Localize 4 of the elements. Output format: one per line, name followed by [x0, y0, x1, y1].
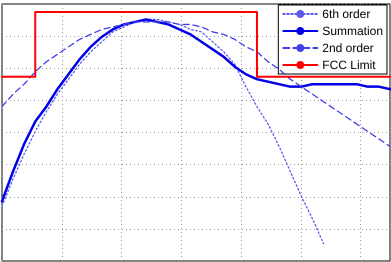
- legend-label: FCC Limit: [322, 58, 376, 72]
- legend-label: 2nd order: [322, 41, 374, 55]
- legend-label: 6th order: [322, 7, 370, 21]
- legend-label: Summation: [322, 24, 384, 38]
